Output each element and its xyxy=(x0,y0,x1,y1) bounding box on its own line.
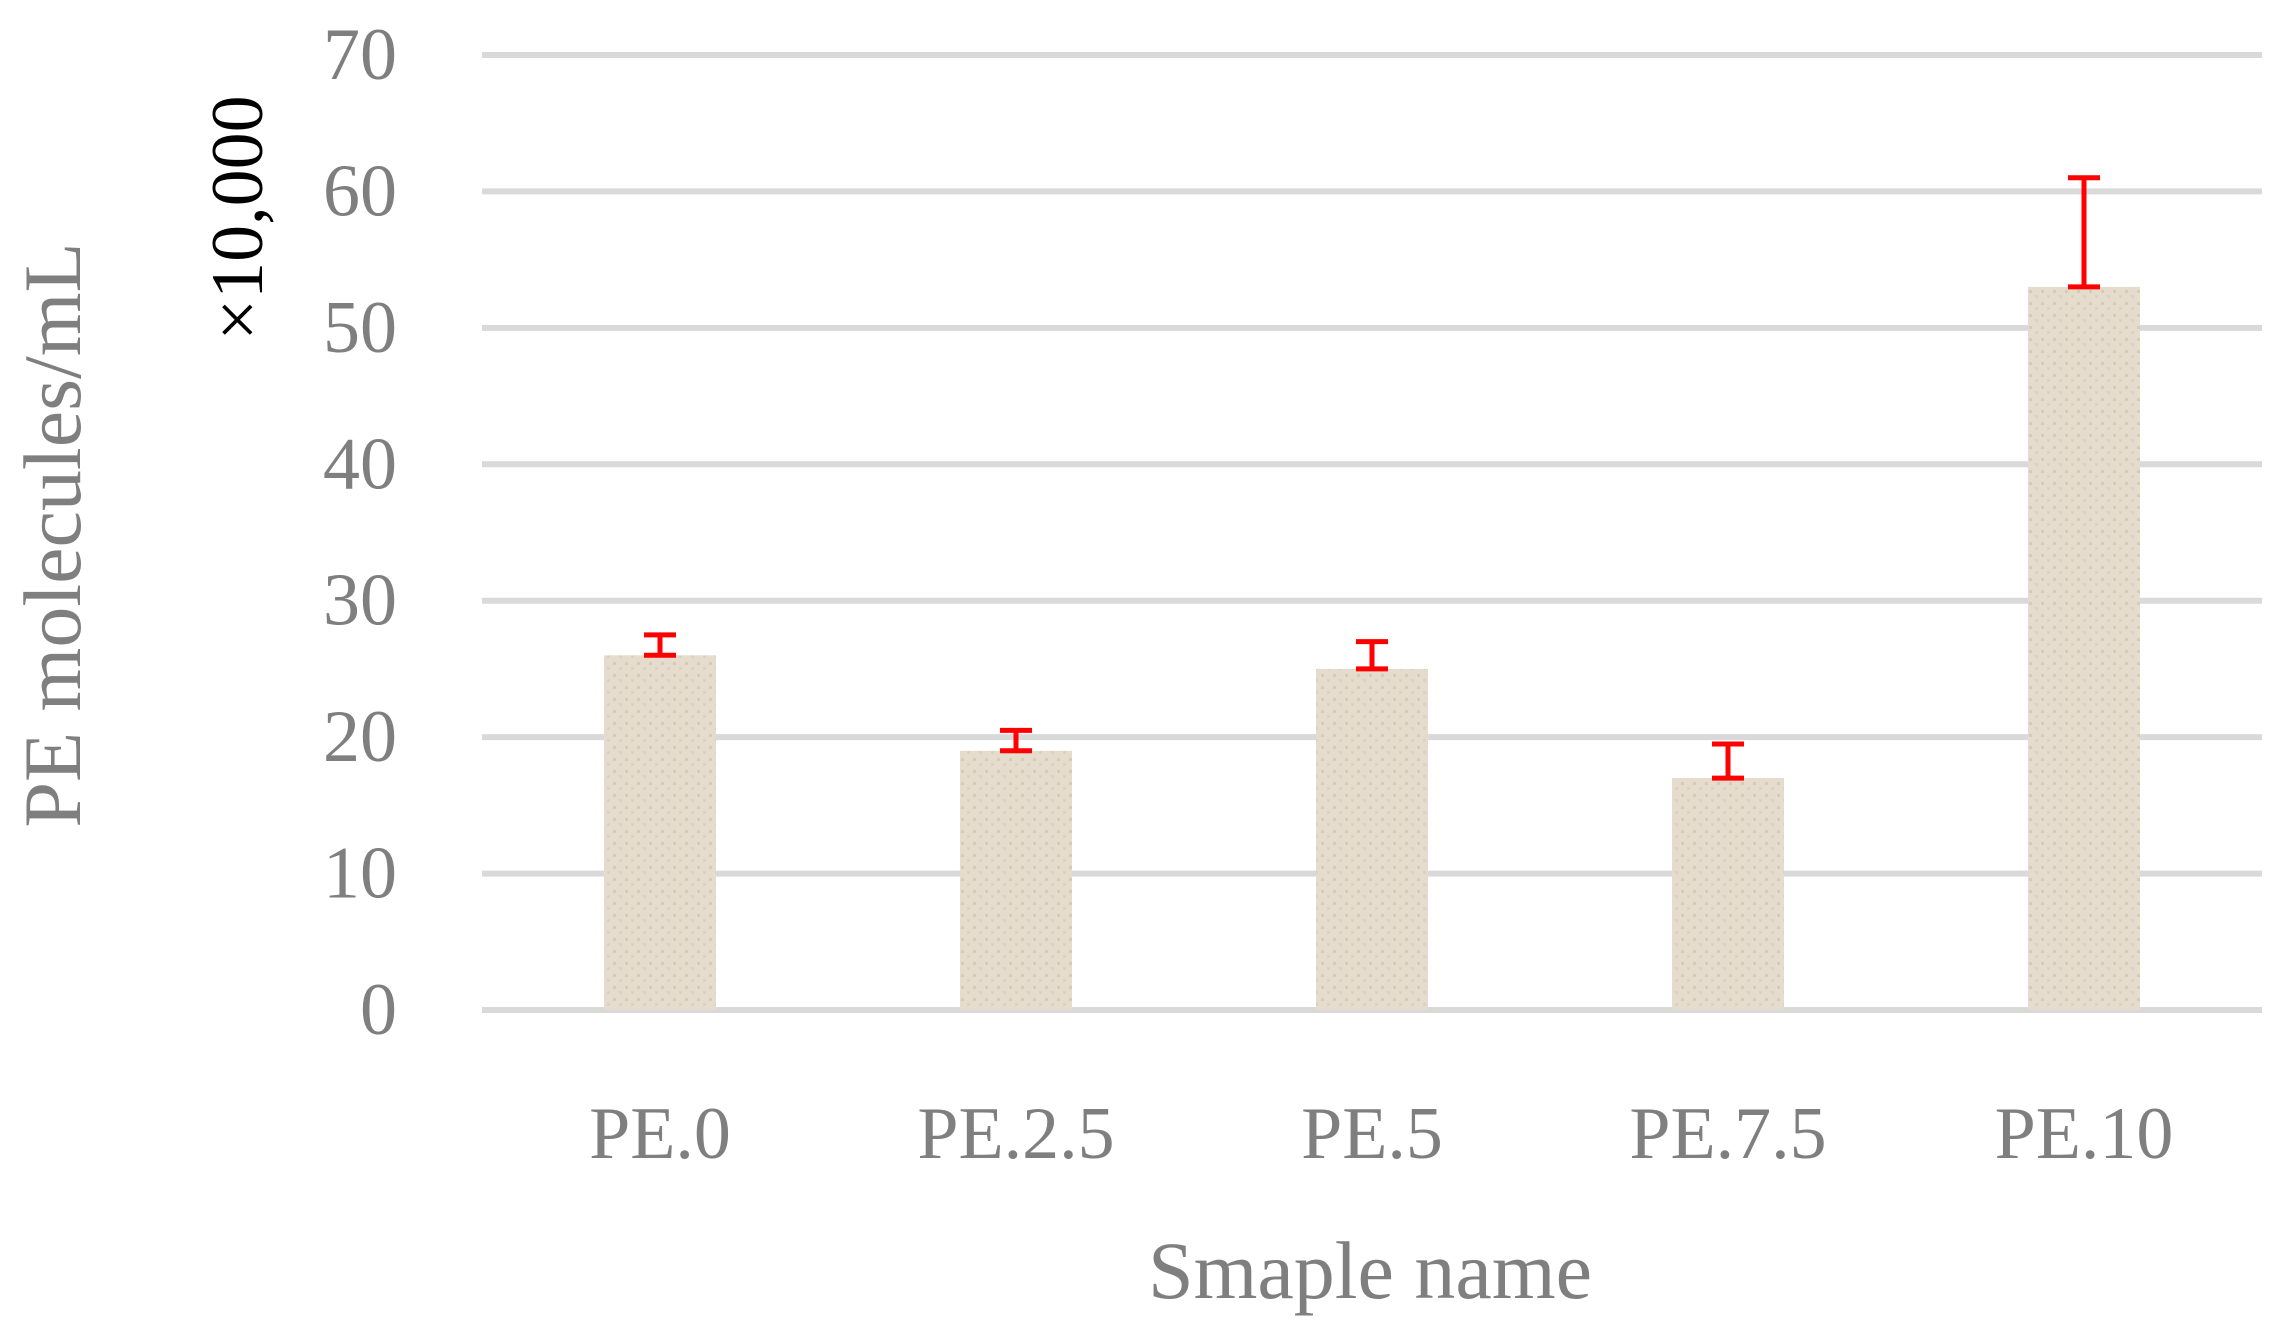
error-bar-PE.10 xyxy=(2068,175,2100,290)
y-tick-label: 70 xyxy=(323,14,397,96)
error-bar-PE.2.5 xyxy=(1000,727,1032,754)
y-tick-label: 30 xyxy=(323,560,397,642)
y-axis-multiplier: ×10,000 xyxy=(197,95,279,340)
y-axis-ticks: 0 10 20 30 40 50 60 70 xyxy=(323,14,397,1051)
bar-PE.5 xyxy=(1316,668,1428,1010)
x-axis-labels: PE.0 PE.2.5 PE.5 PE.7.5 PE.10 xyxy=(589,1093,2173,1175)
error-bars xyxy=(644,175,2100,781)
x-tick-label: PE.5 xyxy=(1301,1093,1443,1175)
y-tick-label: 60 xyxy=(323,150,397,232)
error-bar-PE.0 xyxy=(644,632,676,658)
x-axis-title: Smaple name xyxy=(1148,1225,1592,1316)
x-tick-label: PE.0 xyxy=(589,1093,731,1175)
bars xyxy=(604,286,2140,1010)
bar-PE.10 xyxy=(2028,286,2140,1010)
y-tick-label: 40 xyxy=(323,423,397,505)
bar-PE.2.5 xyxy=(960,750,1072,1010)
bar-PE.0 xyxy=(604,655,716,1010)
error-bar-PE.5 xyxy=(1356,639,1388,672)
error-bar-PE.7.5 xyxy=(1712,741,1744,781)
x-tick-label: PE.10 xyxy=(1995,1093,2174,1175)
y-tick-label: 0 xyxy=(360,969,397,1051)
y-axis-title: PE molecules/mL xyxy=(7,242,98,827)
y-tick-label: 20 xyxy=(323,696,397,778)
y-tick-label: 50 xyxy=(323,287,397,369)
y-tick-label: 10 xyxy=(323,833,397,915)
x-tick-label: PE.2.5 xyxy=(917,1093,1114,1175)
x-tick-label: PE.7.5 xyxy=(1629,1093,1826,1175)
bar-PE.7.5 xyxy=(1672,778,1784,1010)
